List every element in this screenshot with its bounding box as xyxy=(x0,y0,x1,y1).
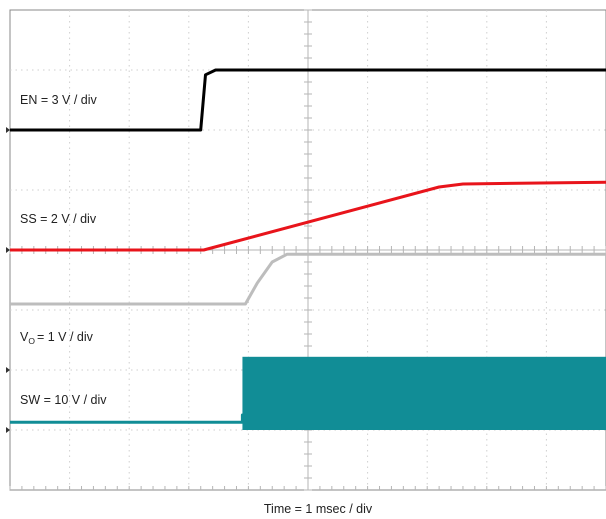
x-axis-label: Time = 1 msec / div xyxy=(264,502,373,516)
ground-marker xyxy=(6,427,10,433)
ss-trace-label: SS = 2 V / div xyxy=(20,212,97,226)
sw-switching-band xyxy=(242,356,606,430)
ground-marker xyxy=(6,127,10,133)
vo-trace-label: VO = 1 V / div xyxy=(20,330,94,346)
ground-marker xyxy=(6,247,10,253)
ground-marker xyxy=(6,367,10,373)
trace-0 xyxy=(10,68,606,132)
plot-traces xyxy=(10,68,606,430)
trace-2 xyxy=(10,252,606,306)
en-trace-label: EN = 3 V / div xyxy=(20,93,98,107)
trace-3 xyxy=(10,413,606,424)
trace-1 xyxy=(10,180,606,252)
sw-trace-label: SW = 10 V / div xyxy=(20,393,107,407)
ground-markers xyxy=(6,127,10,433)
